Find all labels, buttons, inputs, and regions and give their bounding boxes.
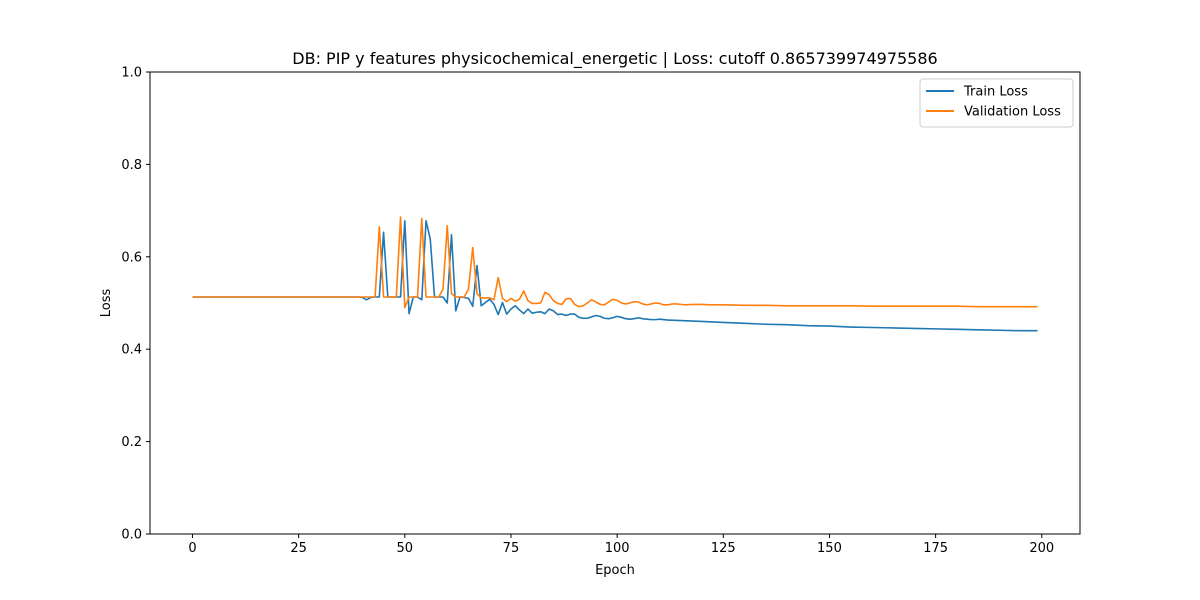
y-axis-label: Loss <box>99 289 114 318</box>
y-tick-label: 1.0 <box>121 66 142 81</box>
x-axis-label: Epoch <box>595 563 635 578</box>
x-tick-label: 25 <box>290 541 307 556</box>
x-axis: 0 25 50 75 100 125 150 175 200 <box>188 534 1054 556</box>
legend-label: Train Loss <box>963 85 1028 100</box>
legend: Train Loss Validation Loss <box>919 78 1074 128</box>
series-line-validation-loss <box>192 216 1038 309</box>
y-tick-label: 0.8 <box>121 158 142 173</box>
plot-marks <box>192 216 1038 332</box>
y-axis: 0.0 0.2 0.4 0.6 0.8 1.0 <box>121 66 150 543</box>
x-tick-label: 75 <box>503 541 520 556</box>
x-tick-label: 0 <box>188 541 196 556</box>
series-line-train-loss <box>192 219 1038 332</box>
y-tick-label: 0.0 <box>121 528 142 543</box>
plot-frame <box>149 71 1081 535</box>
y-tick-label: 0.4 <box>121 343 142 358</box>
y-tick-label: 0.2 <box>121 435 142 450</box>
x-tick-label: 150 <box>817 541 842 556</box>
x-tick-label: 100 <box>605 541 630 556</box>
legend-label: Validation Loss <box>964 105 1061 120</box>
x-tick-label: 50 <box>397 541 414 556</box>
x-tick-label: 175 <box>923 541 948 556</box>
legend-box <box>919 78 1074 128</box>
y-tick-label: 0.6 <box>121 250 142 265</box>
x-tick-label: 125 <box>711 541 736 556</box>
x-tick-label: 200 <box>1029 541 1054 556</box>
chart-title: DB: PIP y features physicochemical_energ… <box>292 49 937 69</box>
